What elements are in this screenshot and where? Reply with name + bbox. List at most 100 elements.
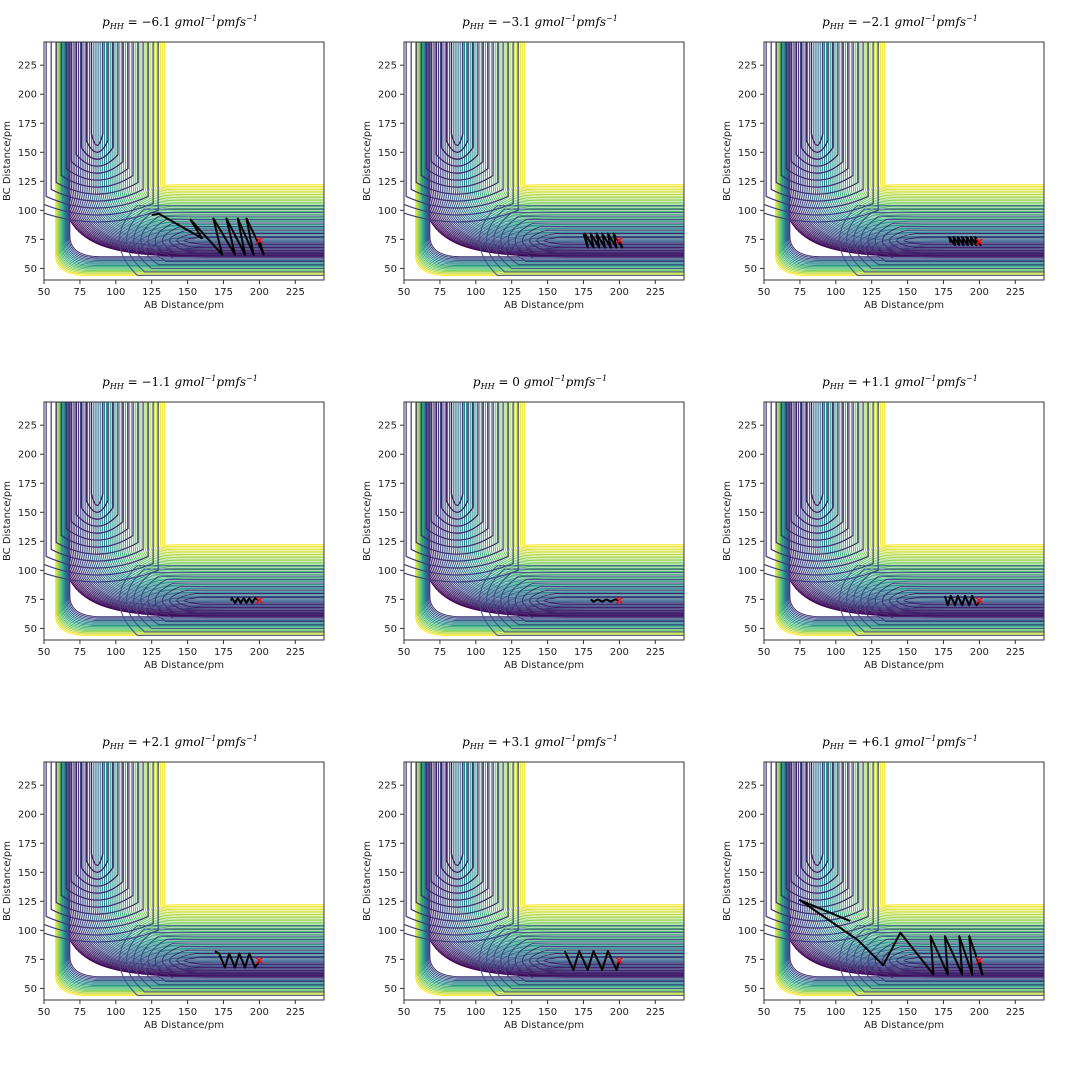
contour-line xyxy=(123,402,324,578)
x-tick-label: 50 xyxy=(758,647,771,658)
x-tick-label: 225 xyxy=(646,647,665,658)
contour-line xyxy=(778,762,1044,991)
contour-line xyxy=(415,762,499,915)
contour-line xyxy=(765,42,869,209)
contour-line xyxy=(405,42,509,209)
contour-line xyxy=(62,762,324,986)
contour-line xyxy=(75,42,119,167)
y-tick-label: 225 xyxy=(18,781,37,792)
contour-line xyxy=(57,402,324,633)
x-axis-label: AB Distance/pm xyxy=(864,1020,944,1031)
y-tick-label: 50 xyxy=(744,264,757,275)
y-tick-label: 100 xyxy=(738,926,757,937)
contour-line xyxy=(64,402,324,624)
contour-line xyxy=(794,402,1044,611)
contour-line xyxy=(152,762,324,915)
x-tick-label: 200 xyxy=(970,1007,989,1018)
y-tick-label: 150 xyxy=(738,868,757,879)
contour-line xyxy=(469,762,684,948)
y-tick-label: 150 xyxy=(378,148,397,159)
contour-line xyxy=(420,42,684,269)
x-tick-label: 125 xyxy=(862,287,881,298)
contour-line xyxy=(140,42,324,205)
contour-line xyxy=(515,942,684,979)
y-tick-label: 75 xyxy=(744,955,757,966)
panel-title: pHH = +1.1 gmol−1pmfs−1 xyxy=(822,374,978,391)
contour-line xyxy=(870,762,1044,917)
contour-panel-4: pHH = −1.1 gmol−1pmfs−1 50 75 100 125 150 175 2… xyxy=(0,360,360,720)
contour-line xyxy=(790,402,844,534)
contour-line xyxy=(60,762,324,989)
contour-line xyxy=(500,402,684,565)
contour-line xyxy=(126,402,324,575)
contour-line xyxy=(786,402,1044,621)
contour-line xyxy=(500,762,684,925)
contour-line xyxy=(872,402,1044,555)
contour-line xyxy=(60,402,134,548)
contour-line xyxy=(880,402,1044,549)
y-tick-label: 75 xyxy=(24,235,37,246)
x-tick-label: 150 xyxy=(538,287,557,298)
contour-line xyxy=(450,42,684,241)
contour-line xyxy=(874,42,1044,194)
y-tick-label: 175 xyxy=(738,479,757,490)
contour-line xyxy=(55,402,139,555)
contour-line xyxy=(483,42,684,218)
contour-line xyxy=(83,42,324,246)
panel-title: pHH = 0 gmol−1pmfs−1 xyxy=(473,374,607,391)
y-tick-label: 200 xyxy=(738,90,757,101)
contour-lines xyxy=(44,762,324,996)
contour-line xyxy=(74,762,324,971)
contour-line xyxy=(507,219,684,262)
contour-line xyxy=(65,42,129,181)
contour-line xyxy=(486,42,684,215)
contour-line xyxy=(109,762,324,948)
contour-line xyxy=(521,586,684,615)
contour-line xyxy=(866,42,1044,200)
contour-line xyxy=(478,565,684,636)
contour-line xyxy=(450,402,464,506)
contour-line xyxy=(74,402,324,611)
x-tick-label: 200 xyxy=(970,287,989,298)
contour-line xyxy=(76,402,324,610)
contour-line xyxy=(486,762,684,935)
contour-line xyxy=(428,402,684,619)
contour-line xyxy=(418,42,684,271)
y-tick-label: 225 xyxy=(378,61,397,72)
contour-line xyxy=(814,402,1044,599)
contour-line xyxy=(522,762,684,907)
contour-line xyxy=(65,42,324,263)
contour-line xyxy=(126,208,324,273)
contour-line xyxy=(144,402,324,562)
contour-line xyxy=(889,589,1044,612)
contour-line xyxy=(775,402,1044,635)
contour-line xyxy=(820,42,1044,235)
contour-line xyxy=(494,762,684,929)
contour-line xyxy=(435,762,479,887)
x-tick-label: 225 xyxy=(286,287,305,298)
contour-line xyxy=(146,762,324,920)
contour-line xyxy=(854,762,1044,929)
contour-line xyxy=(150,762,324,917)
contour-line xyxy=(450,42,464,146)
contour-line xyxy=(118,205,324,276)
start-marker xyxy=(255,236,263,245)
contour-line xyxy=(148,762,324,919)
x-axis-label: AB Distance/pm xyxy=(504,1020,584,1031)
contour-line xyxy=(414,42,684,276)
contour-line xyxy=(422,42,684,266)
contour-line xyxy=(109,42,324,228)
x-tick-label: 75 xyxy=(74,287,87,298)
contour-line xyxy=(450,762,464,866)
contour-line xyxy=(420,762,494,908)
panel-title: pHH = +2.1 gmol−1pmfs−1 xyxy=(102,734,258,751)
y-tick-label: 200 xyxy=(378,90,397,101)
panel-title: pHH = −6.1 gmol−1pmfs−1 xyxy=(102,14,258,31)
panel-title: pHH = +3.1 gmol−1pmfs−1 xyxy=(462,734,618,751)
contour-panel-5: pHH = 0 gmol−1pmfs−1 50 75 100 125 150 175 200 2… xyxy=(360,360,720,720)
contour-line xyxy=(66,402,324,621)
contour-line xyxy=(147,579,324,622)
y-tick-label: 75 xyxy=(384,955,397,966)
contour-line xyxy=(778,42,1044,271)
